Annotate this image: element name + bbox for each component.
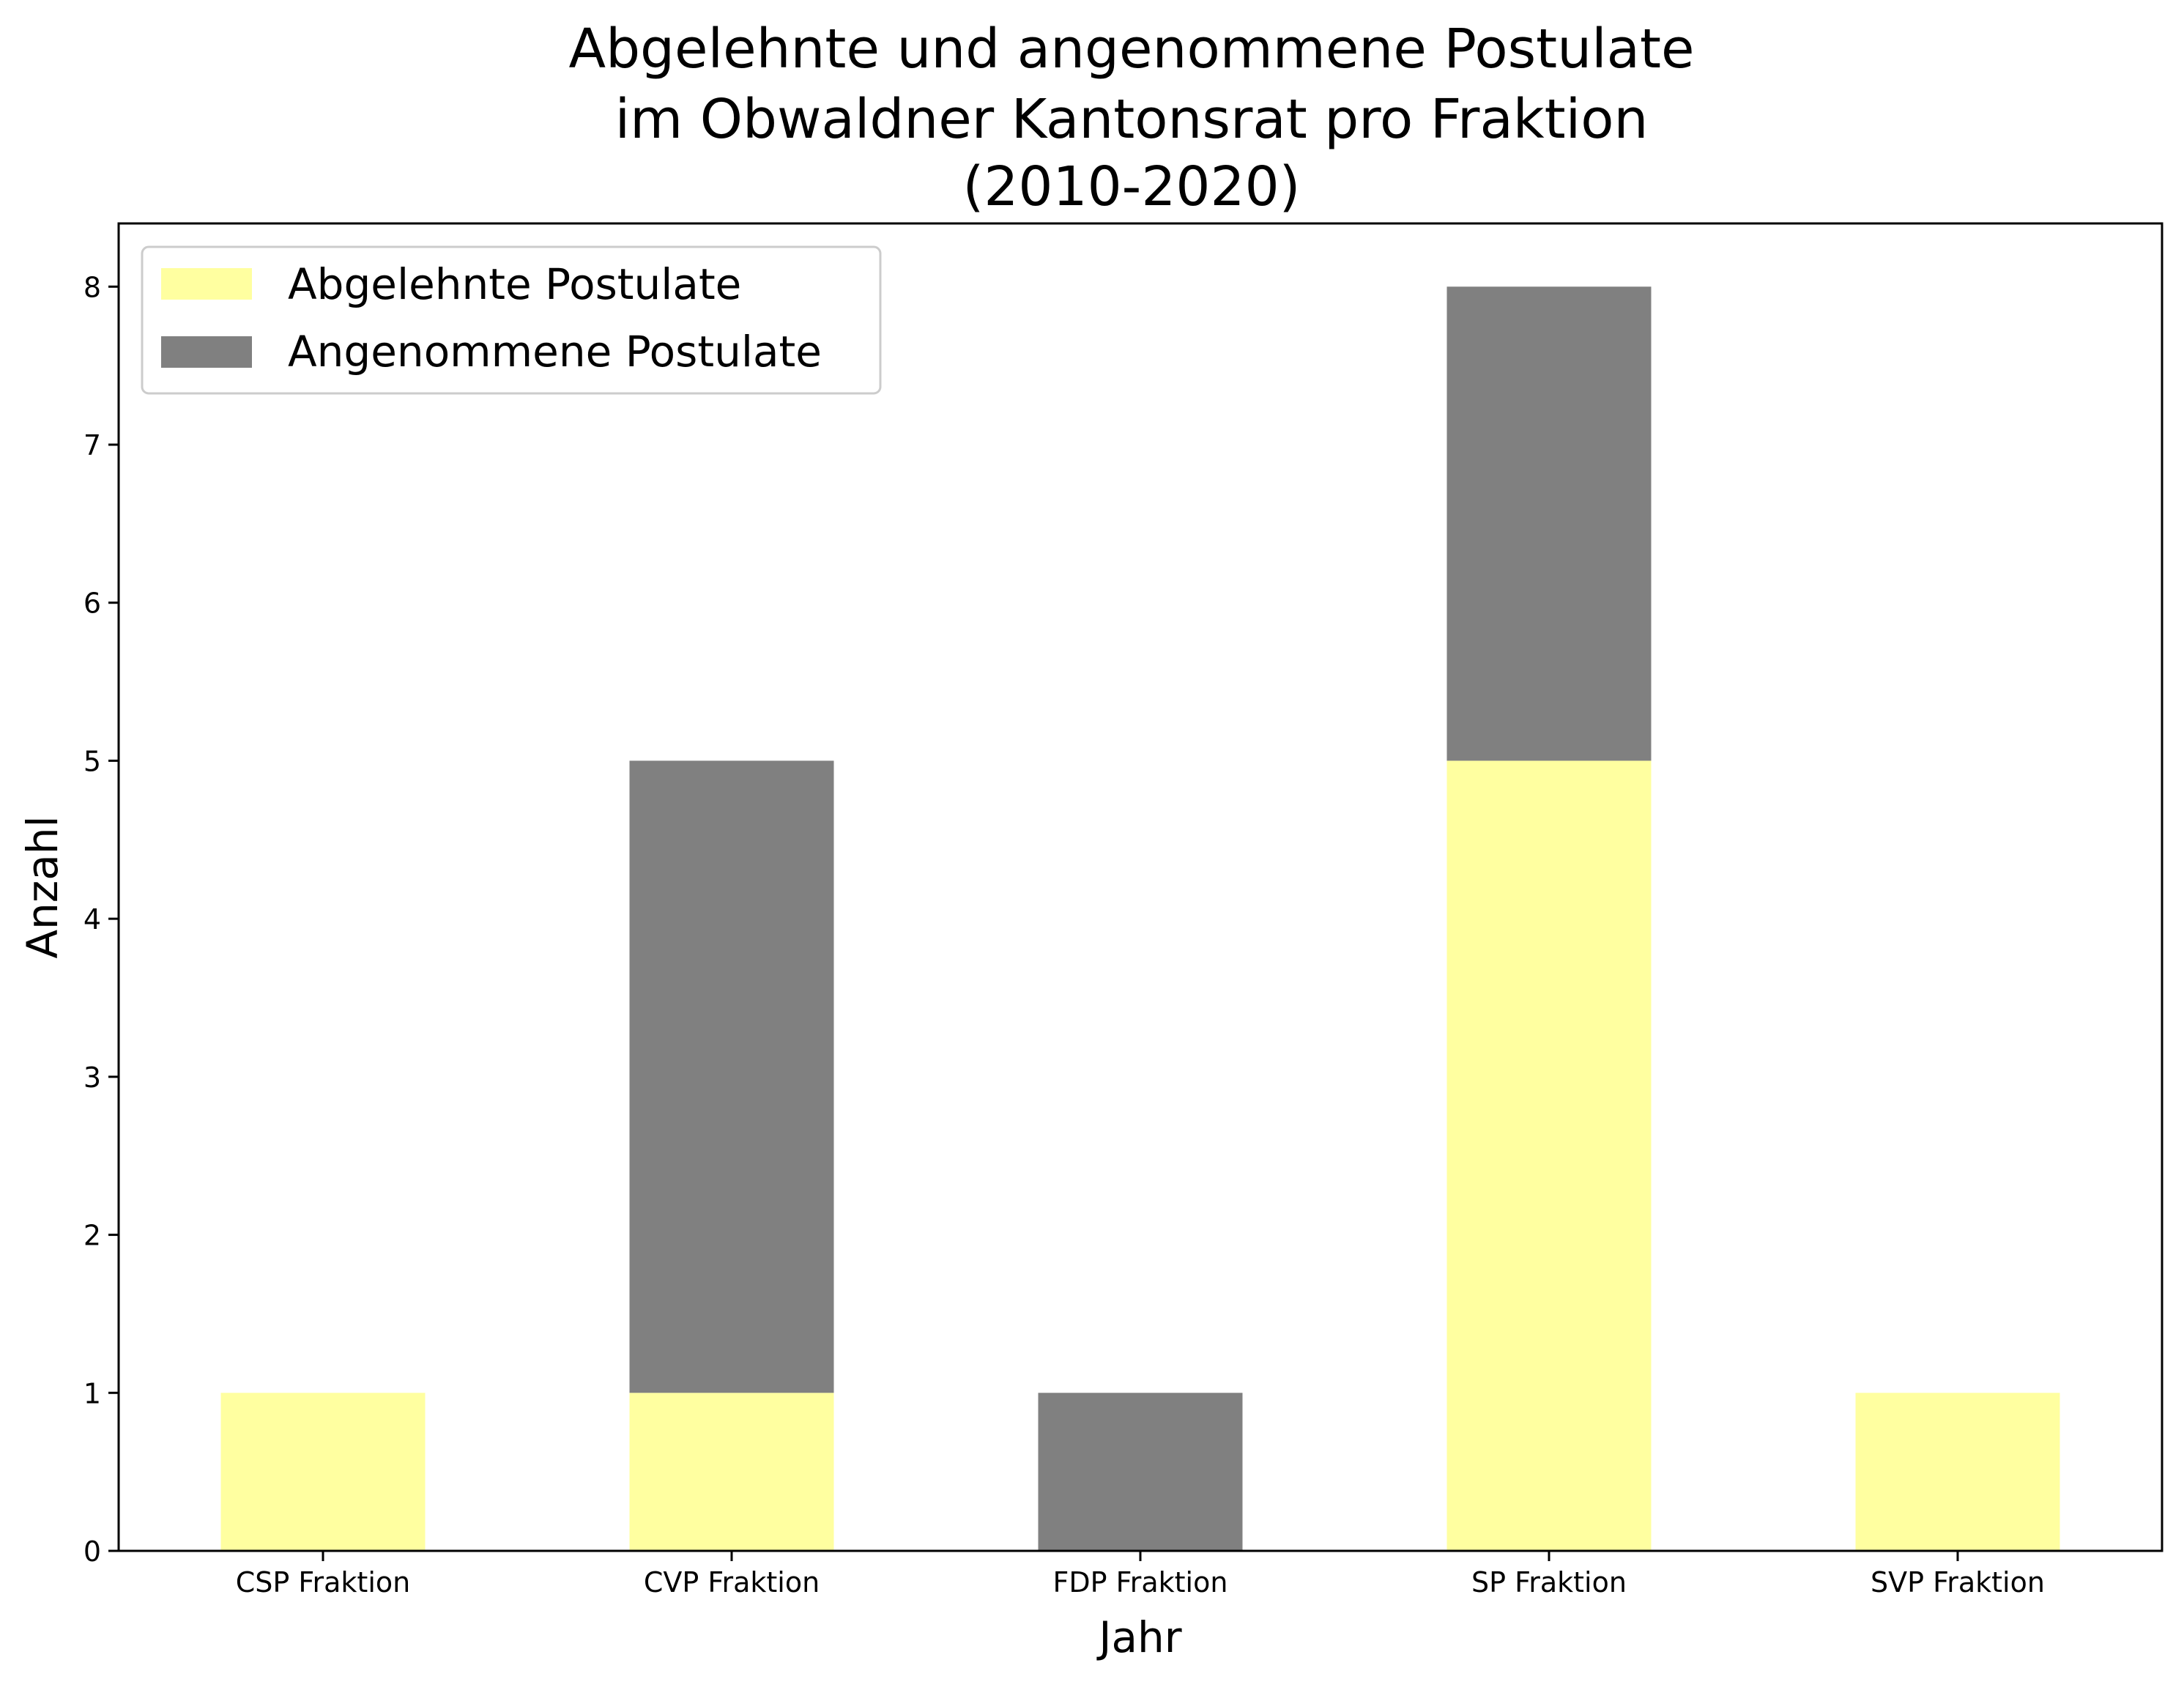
x-tick-label-cvp-fraktion: CVP Fraktion	[644, 1566, 820, 1598]
y-tick-label-2: 2	[83, 1220, 101, 1252]
bar-svp-fraktion-abgelehnte-postulate	[1855, 1393, 2060, 1551]
bar-fdp-fraktion-angenommene-postulate	[1038, 1393, 1243, 1551]
bar-cvp-fraktion-angenommene-postulate	[629, 760, 834, 1393]
x-tick-label-sp-fraktion: SP Fraktion	[1471, 1566, 1627, 1598]
bar-cvp-fraktion-abgelehnte-postulate	[629, 1393, 834, 1551]
y-axis-label: Anzahl	[18, 815, 67, 958]
y-tick-label-0: 0	[83, 1535, 101, 1568]
bar-sp-fraktion-angenommene-postulate	[1446, 286, 1652, 761]
y-tick-label-6: 6	[83, 588, 101, 620]
legend-label-angenommene: Angenommene Postulate	[288, 327, 822, 377]
x-tick-label-fdp-fraktion: FDP Fraktion	[1053, 1566, 1228, 1598]
plot-frame	[117, 222, 2163, 1552]
plot-area: CSP Fraktion CVP Fraktion FDP Fraktion SP F…	[83, 271, 2060, 1598]
y-tick-label-7: 7	[83, 429, 101, 462]
y-tick-label-5: 5	[83, 745, 101, 777]
x-axis-label: Jahr	[1096, 1612, 1181, 1662]
y-tick-label-1: 1	[83, 1377, 101, 1409]
y-tick-label-4: 4	[83, 903, 101, 936]
legend-swatch-angenommene	[161, 336, 252, 368]
bar-sp-fraktion-abgelehnte-postulate	[1446, 760, 1652, 1551]
legend: Abgelehnte Postulate Angenommene Postula…	[141, 245, 882, 395]
legend-swatch-abgelehnte	[161, 268, 252, 300]
bar-csp-fraktion-abgelehnte-postulate	[220, 1393, 426, 1551]
chart-title-line-2: im Obwaldner Kantonsrat pro Fraktion	[615, 88, 1649, 151]
chart-title-line-1: Abgelehnte und angenommene Postulate	[568, 18, 1694, 81]
x-tick-label-csp-fraktion: CSP Fraktion	[236, 1566, 410, 1598]
y-tick-label-8: 8	[83, 271, 101, 303]
y-tick-label-3: 3	[83, 1062, 101, 1094]
x-tick-label-svp-fraktion: SVP Fraktion	[1871, 1566, 2045, 1598]
legend-frame	[141, 245, 882, 395]
legend-label-abgelehnte: Abgelehnte Postulate	[288, 259, 741, 309]
chart-title-line-3: (2010-2020)	[962, 155, 1300, 218]
